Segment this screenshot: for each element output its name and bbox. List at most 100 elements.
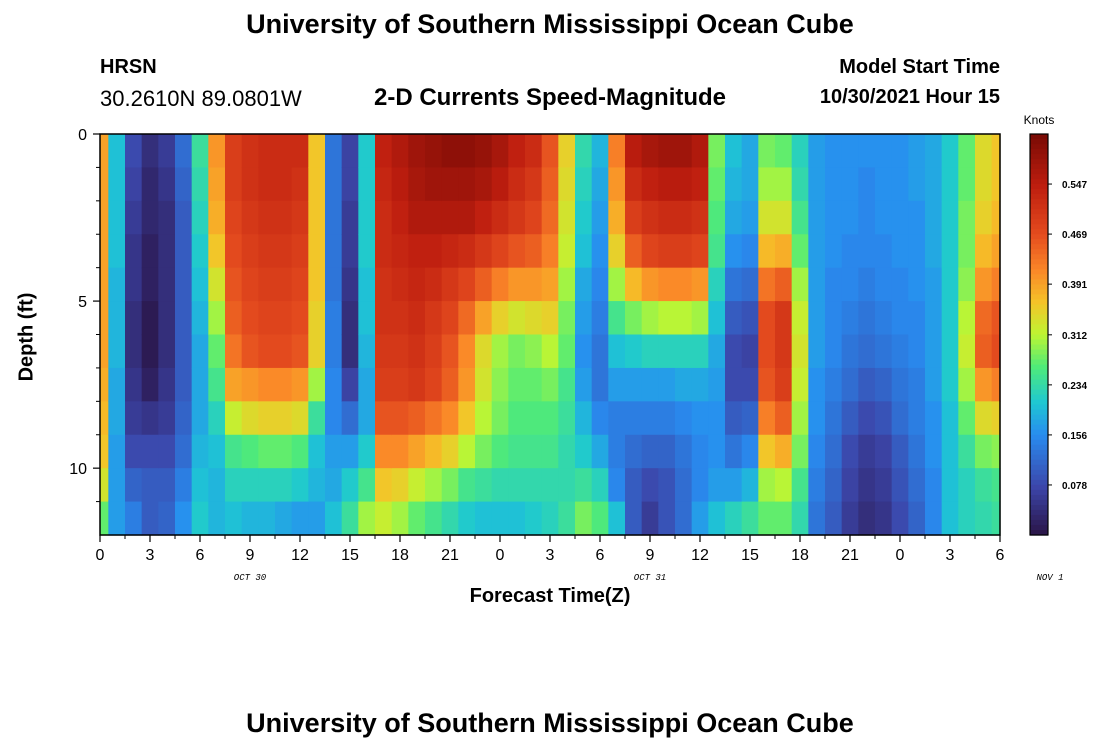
heatmap-cell: [791, 234, 809, 269]
heatmap-cell: [258, 234, 276, 269]
heatmap-cell: [708, 401, 726, 436]
heatmap-cell: [541, 401, 559, 436]
heatmap-cell: [658, 434, 676, 469]
heatmap-cell: [758, 334, 776, 369]
x-tick-label: 21: [841, 547, 859, 564]
heatmap-cell: [108, 434, 126, 469]
heatmap-cell: [608, 234, 626, 269]
heatmap-cell: [100, 267, 109, 302]
heatmap-cell: [708, 434, 726, 469]
heatmap-cell: [391, 301, 409, 336]
heatmap-cell: [408, 434, 426, 469]
heatmap-cell: [991, 468, 1001, 503]
heatmap-cell: [991, 234, 1001, 269]
heatmap-cell: [791, 167, 809, 202]
heatmap-cell: [491, 234, 509, 269]
heatmap-cell: [525, 501, 543, 536]
colorbar-swatch: [1030, 214, 1048, 220]
heatmap-cell: [525, 301, 543, 336]
heatmap-cell: [125, 234, 143, 269]
heatmap-cell: [175, 367, 193, 402]
colorbar-swatch: [1030, 439, 1048, 446]
heatmap-cell: [908, 367, 926, 402]
heatmap-cell: [691, 167, 709, 202]
colorbar: Knots 0.078 0.156 0.234 0.312 0.391 0.469 0.547: [1024, 113, 1087, 536]
heatmap-cell: [141, 234, 159, 269]
heatmap-cell: [625, 401, 643, 436]
heatmap-cell: [108, 134, 126, 169]
colorbar-swatch: [1030, 184, 1048, 190]
heatmap-cell: [541, 200, 559, 235]
heatmap-cell: [858, 134, 876, 169]
heatmap-cell: [458, 134, 476, 169]
heatmap-cell: [775, 401, 793, 436]
heatmap-cell: [725, 401, 743, 436]
heatmap-cell: [425, 434, 443, 469]
heatmap-cell: [425, 301, 443, 336]
heatmap-cell: [258, 134, 276, 169]
heatmap-cell: [425, 134, 443, 169]
heatmap-cell: [275, 468, 293, 503]
colorbar-swatch: [1030, 164, 1048, 170]
heatmap-cell: [941, 468, 959, 503]
heatmap-cell: [408, 234, 426, 269]
colorbar-swatch: [1030, 174, 1048, 180]
heatmap-cell: [491, 367, 509, 402]
heatmap-cell: [925, 167, 943, 202]
heatmap-cell: [341, 301, 359, 336]
heatmap-cell: [425, 200, 443, 235]
heatmap-cell: [675, 200, 693, 235]
colorbar-swatch: [1030, 399, 1048, 406]
heatmap-cell: [558, 401, 576, 436]
heatmap-cell: [275, 367, 293, 402]
heatmap-cell: [158, 468, 176, 503]
heatmap-cell: [791, 200, 809, 235]
colorbar-swatch: [1030, 379, 1048, 386]
heatmap-cell: [941, 200, 959, 235]
heatmap-cell: [908, 167, 926, 202]
heatmap-cell: [558, 301, 576, 336]
colorbar-swatch: [1030, 149, 1048, 155]
heatmap-cell: [708, 301, 726, 336]
heatmap-cell: [358, 301, 376, 336]
heatmap-cell: [191, 200, 209, 235]
heatmap-cell: [425, 468, 443, 503]
heatmap-cell: [275, 501, 293, 536]
colorbar-swatch: [1030, 264, 1048, 270]
heatmap-cell: [225, 468, 243, 503]
heatmap-cell: [875, 367, 893, 402]
heatmap-cell: [858, 200, 876, 235]
heatmap-cell: [441, 334, 459, 369]
heatmap-cell: [841, 367, 859, 402]
heatmap-cell: [275, 267, 293, 302]
heatmap-cell: [475, 234, 493, 269]
heatmap-cell: [958, 468, 976, 503]
heatmap-cell: [991, 167, 1001, 202]
colorbar-swatch: [1030, 239, 1048, 245]
x-tick-label: 6: [596, 547, 605, 564]
colorbar-swatch: [1030, 334, 1048, 341]
heatmap-cell: [791, 134, 809, 169]
colorbar-swatch: [1030, 194, 1048, 200]
heatmap-cell: [958, 234, 976, 269]
heatmap-cell: [425, 167, 443, 202]
heatmap-cell: [991, 200, 1001, 235]
heatmap-cell: [458, 434, 476, 469]
colorbar-swatch: [1030, 504, 1048, 511]
heatmap-cell: [358, 167, 376, 202]
heatmap-cell: [391, 234, 409, 269]
heatmap-cell: [358, 234, 376, 269]
heatmap-cell: [941, 167, 959, 202]
heatmap-cell: [591, 434, 609, 469]
heatmap-cell: [525, 434, 543, 469]
heatmap-cell: [491, 401, 509, 436]
date-label: OCT 30: [234, 573, 267, 583]
heatmap-cell: [541, 367, 559, 402]
colorbar-swatch: [1030, 434, 1048, 441]
heatmap-cell: [441, 200, 459, 235]
heatmap-cell: [575, 334, 593, 369]
heatmap-cell: [100, 134, 109, 169]
heatmap-cell: [625, 167, 643, 202]
colorbar-swatch: [1030, 484, 1048, 491]
